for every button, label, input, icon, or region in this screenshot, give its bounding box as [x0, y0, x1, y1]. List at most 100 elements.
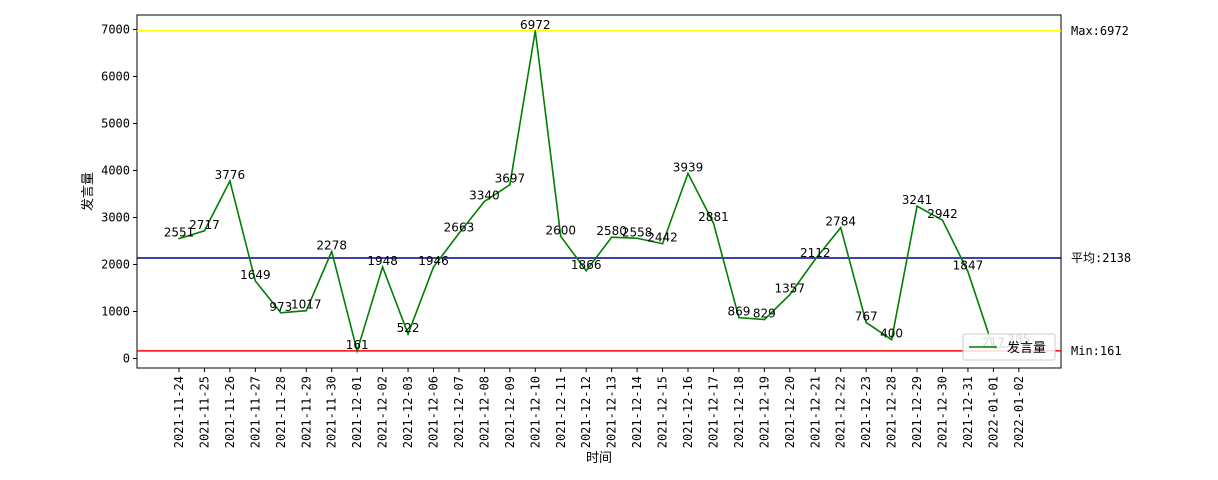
- data-point: [458, 232, 460, 235]
- data-label: 1866: [571, 258, 602, 272]
- x-tick-label: 2021-11-29: [299, 376, 313, 448]
- y-tick-label: 2000: [101, 257, 130, 271]
- data-label: 2881: [698, 210, 729, 224]
- data-point: [661, 242, 664, 245]
- legend-box: [962, 333, 1056, 361]
- data-point: [941, 219, 944, 222]
- data-point: [305, 309, 308, 312]
- data-label: 2278: [316, 238, 347, 252]
- data-label: 522: [397, 321, 420, 335]
- data-point: [890, 338, 893, 341]
- data-point: [559, 235, 562, 238]
- y-axis-label: 发言量: [80, 172, 96, 211]
- x-tick-label: 2021-12-23: [859, 376, 873, 448]
- data-point: [483, 200, 486, 203]
- data-point: [407, 333, 409, 335]
- data-label: 2558: [622, 225, 653, 239]
- data-point: [534, 30, 537, 32]
- data-label: 2784: [825, 215, 856, 229]
- data-point: [254, 280, 257, 282]
- data-label: 869: [727, 305, 750, 319]
- data-point: [610, 236, 613, 239]
- y-tick-label: 6000: [101, 69, 130, 83]
- data-label: 3776: [215, 168, 246, 182]
- data-label: 767: [855, 309, 878, 323]
- y-tick-label: 5000: [101, 116, 130, 130]
- x-tick-label: 2021-11-24: [172, 376, 186, 448]
- x-tick-label: 2021-12-02: [376, 376, 390, 448]
- data-point: [585, 269, 587, 272]
- x-tick-label: 2021-11-25: [197, 376, 211, 448]
- data-point: [967, 270, 969, 273]
- x-tick-label: 2021-12-22: [834, 376, 848, 448]
- x-tick-label: 2021-12-13: [605, 376, 619, 448]
- x-tick-label: 2021-12-20: [783, 376, 797, 448]
- y-tick-label: 3000: [101, 210, 130, 224]
- data-label: 2600: [545, 223, 576, 237]
- y-tick-label: 7000: [101, 22, 130, 36]
- data-point: [712, 222, 715, 224]
- data-point: [687, 172, 689, 175]
- data-label: 3939: [673, 160, 704, 174]
- data-label: 6972: [520, 18, 551, 32]
- y-tick-label: 4000: [101, 163, 130, 177]
- data-label: 400: [880, 327, 903, 341]
- x-tick-label: 2021-12-18: [732, 376, 746, 448]
- x-tick-label: 2021-12-03: [401, 376, 415, 448]
- x-tick-label: 2021-12-31: [961, 376, 975, 448]
- x-tick-label: 2021-12-10: [528, 376, 542, 448]
- plot-frame: [136, 14, 1062, 369]
- x-tick-label: 2021-12-06: [427, 376, 441, 448]
- plot-area: 0 1000 2000 3000 4000 5000 6000 7000 2021-11-24 2…: [80, 14, 1131, 466]
- data-label: 2663: [444, 220, 475, 234]
- data-label: 2551: [164, 226, 195, 240]
- data-label: 2442: [647, 231, 678, 245]
- data-label: 973: [269, 300, 292, 314]
- reference-line-label: 平均:2138: [1071, 251, 1131, 265]
- x-tick-label: 2022-01-01: [986, 376, 1000, 448]
- data-label: 2717: [189, 218, 220, 232]
- x-tick-label: 2021-12-15: [656, 376, 670, 448]
- data-label: 2580: [596, 224, 627, 238]
- x-tick-label: 2021-12-29: [910, 376, 924, 448]
- data-point: [763, 318, 766, 321]
- data-label: 2942: [927, 207, 958, 221]
- x-tick-label: 2022-01-02: [1012, 376, 1026, 448]
- data-point: [229, 180, 231, 182]
- y-tick-label: 0: [123, 352, 130, 366]
- data-label: 1649: [240, 268, 271, 282]
- reference-line-label: Max:6972: [1071, 24, 1129, 38]
- data-point: [789, 293, 791, 296]
- data-point: [432, 266, 435, 268]
- x-tick-label: 2021-12-11: [554, 376, 568, 448]
- x-tick-label: 2021-12-07: [452, 376, 466, 448]
- data-point: [916, 205, 918, 207]
- data-point: [509, 183, 511, 186]
- data-point: [636, 237, 638, 240]
- x-tick-label: 2021-12-08: [477, 376, 491, 448]
- x-tick-label: 2021-12-21: [808, 376, 822, 448]
- x-axis-label: 时间: [586, 451, 612, 466]
- x-tick-label: 2021-11-28: [274, 376, 288, 448]
- data-label: 3340: [469, 189, 500, 203]
- x-tick-label: 2021-11-30: [325, 376, 339, 448]
- data-label: 2112: [800, 246, 831, 260]
- data-label: 3697: [495, 172, 526, 186]
- x-tick-label: 2021-12-17: [706, 376, 720, 448]
- data-point: [814, 258, 817, 261]
- data-point: [738, 316, 740, 319]
- x-tick-label: 2021-12-14: [630, 376, 644, 448]
- data-point: [280, 311, 282, 314]
- data-label: 1946: [418, 254, 449, 268]
- x-tick-label: 2021-12-28: [885, 376, 899, 448]
- series-line: [178, 30, 1019, 354]
- data-point: [330, 250, 333, 253]
- x-tick-label: 2021-12-12: [579, 376, 593, 448]
- x-tick-label: 2021-12-30: [936, 376, 950, 448]
- reference-line-label: Min:161: [1071, 344, 1122, 358]
- data-label: 1948: [367, 254, 398, 268]
- x-tick-label: 2021-11-27: [248, 376, 262, 448]
- data-label: 3241: [902, 193, 933, 207]
- data-label: 1847: [953, 259, 984, 273]
